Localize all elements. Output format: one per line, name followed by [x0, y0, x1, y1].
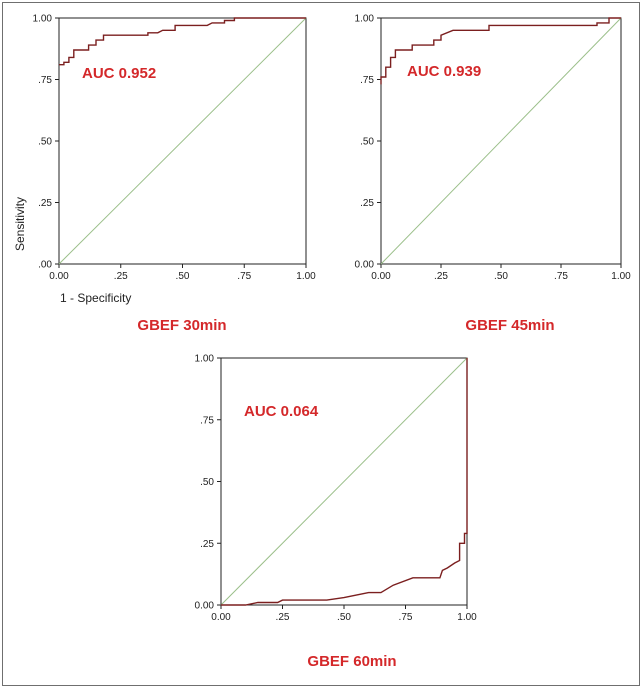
auc-annotation: AUC 0.952 — [82, 65, 156, 82]
y-axis-label: Sensitivity — [13, 197, 27, 251]
x-tick-label: .50 — [494, 271, 508, 282]
x-tick-label: 0.00 — [371, 271, 391, 282]
panel-caption: GBEF 30min — [137, 317, 226, 334]
y-tick-label: 1.00 — [355, 14, 375, 25]
y-tick-label: .25 — [38, 198, 52, 209]
x-tick-label: .75 — [399, 612, 413, 623]
y-tick-label: .00 — [38, 260, 52, 271]
x-tick-label: 0.00 — [49, 271, 69, 282]
y-tick-label: 0.00 — [195, 601, 215, 612]
x-tick-label: .25 — [114, 271, 128, 282]
y-tick-label: .75 — [200, 415, 214, 426]
y-tick-label: .50 — [360, 137, 374, 148]
panel-caption: GBEF 45min — [465, 317, 554, 334]
y-tick-label: .75 — [360, 75, 374, 86]
panel-caption: GBEF 60min — [307, 653, 396, 670]
y-tick-label: 0.00 — [355, 260, 375, 271]
roc-curve — [221, 358, 468, 606]
y-tick-label: 1.00 — [33, 14, 53, 25]
auc-annotation: AUC 0.064 — [244, 403, 319, 420]
roc-panel-2: 0.00 .25 .50 .75 1.00 0.00 .25 .50 .75 1.00 AUC 0.… — [355, 14, 632, 335]
x-tick-label: .50 — [176, 271, 190, 282]
y-tick-label: .50 — [38, 137, 52, 148]
y-tick-label: .25 — [360, 198, 374, 209]
x-tick-label: 1.00 — [296, 271, 316, 282]
x-tick-label: 0.00 — [211, 612, 231, 623]
x-tick-label: .25 — [276, 612, 290, 623]
x-tick-label: 1.00 — [457, 612, 477, 623]
roc-curve — [59, 17, 306, 66]
reference-line — [58, 17, 307, 265]
x-axis-label: 1 - Specificity — [60, 291, 131, 305]
roc-curve — [380, 17, 621, 85]
x-tick-label: .50 — [337, 612, 351, 623]
x-tick-label: .75 — [237, 271, 251, 282]
x-tick-label: 1.00 — [611, 271, 631, 282]
roc-panel-1: 0.00 .25 .50 .75 1.00 .00 .25 .50 .75 1.00 AUC 0.9… — [13, 14, 316, 335]
reference-line — [220, 357, 468, 606]
roc-panel-3: 0.00 .25 .50 .75 1.00 0.00 .25 .50 .75 1.00 AUC 0.… — [195, 354, 478, 671]
reference-line — [380, 17, 622, 265]
y-tick-label: .50 — [200, 477, 214, 488]
auc-annotation: AUC 0.939 — [407, 63, 481, 80]
x-tick-label: .75 — [554, 271, 568, 282]
x-tick-label: .25 — [434, 271, 448, 282]
y-tick-label: .75 — [38, 75, 52, 86]
y-tick-label: 1.00 — [195, 354, 215, 365]
y-tick-label: .25 — [200, 539, 214, 550]
